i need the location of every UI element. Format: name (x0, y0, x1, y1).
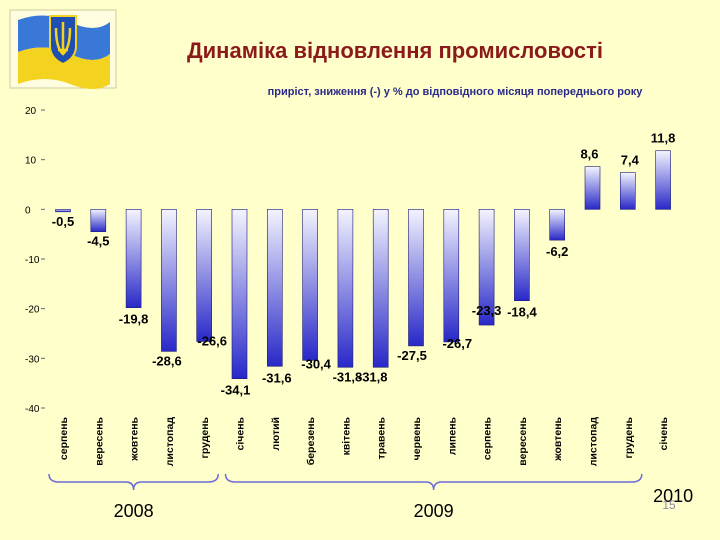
chart-subtitle: приріст, зниження (-) у % до відповідног… (268, 86, 644, 98)
month-label: березень (305, 416, 317, 465)
bar-value-label: 8,6 (580, 147, 598, 162)
bar (408, 209, 424, 347)
bar-value-label: -4,5 (87, 234, 109, 249)
bar (372, 209, 389, 368)
bar (266, 209, 283, 367)
bar (655, 150, 671, 210)
month-label: травень (376, 416, 388, 459)
bar-value-label: 7,4 (621, 153, 640, 168)
bars (55, 150, 671, 379)
bar-value-label: -23,3 (472, 303, 502, 318)
month-label: жовтень (552, 416, 564, 461)
y-tick-label: -10 (25, 255, 40, 266)
year-groups: 2008 2009 2010 (48, 473, 693, 521)
bar-value-label: -6,2 (546, 244, 568, 259)
bar-value-label: -28,6 (152, 353, 182, 368)
month-label: серпень (58, 416, 70, 460)
bar-value-label: -26,6 (197, 333, 227, 348)
y-tick-label: -30 (25, 354, 40, 365)
bar (514, 209, 530, 302)
month-label: серпень (482, 416, 494, 460)
bar-value-label: -26,7 (442, 336, 472, 351)
bar (619, 172, 636, 210)
bar-value-label: -0,5 (52, 214, 74, 229)
month-label: жовтень (129, 416, 141, 461)
bar-value-label: 11,8 (651, 131, 676, 146)
y-tick-label: 20 (25, 106, 37, 117)
y-tick-label: 10 (25, 156, 37, 167)
month-label: вересень (93, 416, 105, 465)
bar-value-label: -31,8 (333, 369, 363, 384)
bar-value-label: -18,4 (507, 305, 537, 320)
bar (55, 209, 71, 213)
month-label: вересень (517, 416, 529, 465)
flag-emblem-icon (9, 9, 117, 89)
page-number: 15 (662, 498, 676, 512)
month-label: липень (446, 416, 458, 455)
bar (125, 209, 142, 308)
year-label: 2008 (114, 501, 154, 521)
y-axis: 20 10 0 -10 -20 -30 -40 (25, 106, 45, 415)
y-tick-label: -20 (25, 305, 40, 316)
year-brace (224, 473, 643, 491)
month-labels: серпень вересень жовтень листопад грудень січ… (58, 416, 670, 466)
month-label: квітень (340, 416, 352, 455)
bar (196, 209, 212, 342)
bar-value-label: -31,8 (358, 369, 388, 384)
y-tick-label: 0 (25, 205, 31, 216)
month-label: червень (411, 416, 423, 460)
bar-value-label: -34,1 (221, 383, 251, 398)
bar (443, 209, 460, 343)
bar (90, 209, 107, 232)
value-labels: -0,5-4,5-19,8-28,6-26,6-34,1-31,6-30,4-3… (52, 131, 676, 398)
bar (231, 209, 248, 379)
chart-title: Динаміка відновлення промисловості (187, 38, 603, 63)
month-label: листопад (164, 417, 176, 467)
month-label: січень (235, 416, 247, 450)
bar (161, 209, 177, 352)
month-label: січень (658, 416, 670, 450)
bar (478, 209, 495, 326)
bar-value-label: -19,8 (119, 312, 149, 327)
y-tick-label: -40 (25, 404, 40, 415)
bar-value-label: -30,4 (301, 356, 331, 371)
bar (549, 209, 566, 241)
bar (302, 209, 318, 361)
year-label: 2009 (414, 501, 454, 521)
bar-value-label: -31,6 (262, 370, 292, 385)
month-label: листопад (588, 417, 600, 467)
bar-value-label: -27,5 (397, 348, 427, 363)
month-label: лютий (270, 417, 282, 450)
month-label: грудень (199, 416, 211, 458)
year-label: 2010 (653, 486, 693, 506)
year-brace (48, 473, 219, 491)
bar (584, 166, 601, 210)
month-label: грудень (623, 416, 635, 458)
bar (337, 209, 354, 368)
